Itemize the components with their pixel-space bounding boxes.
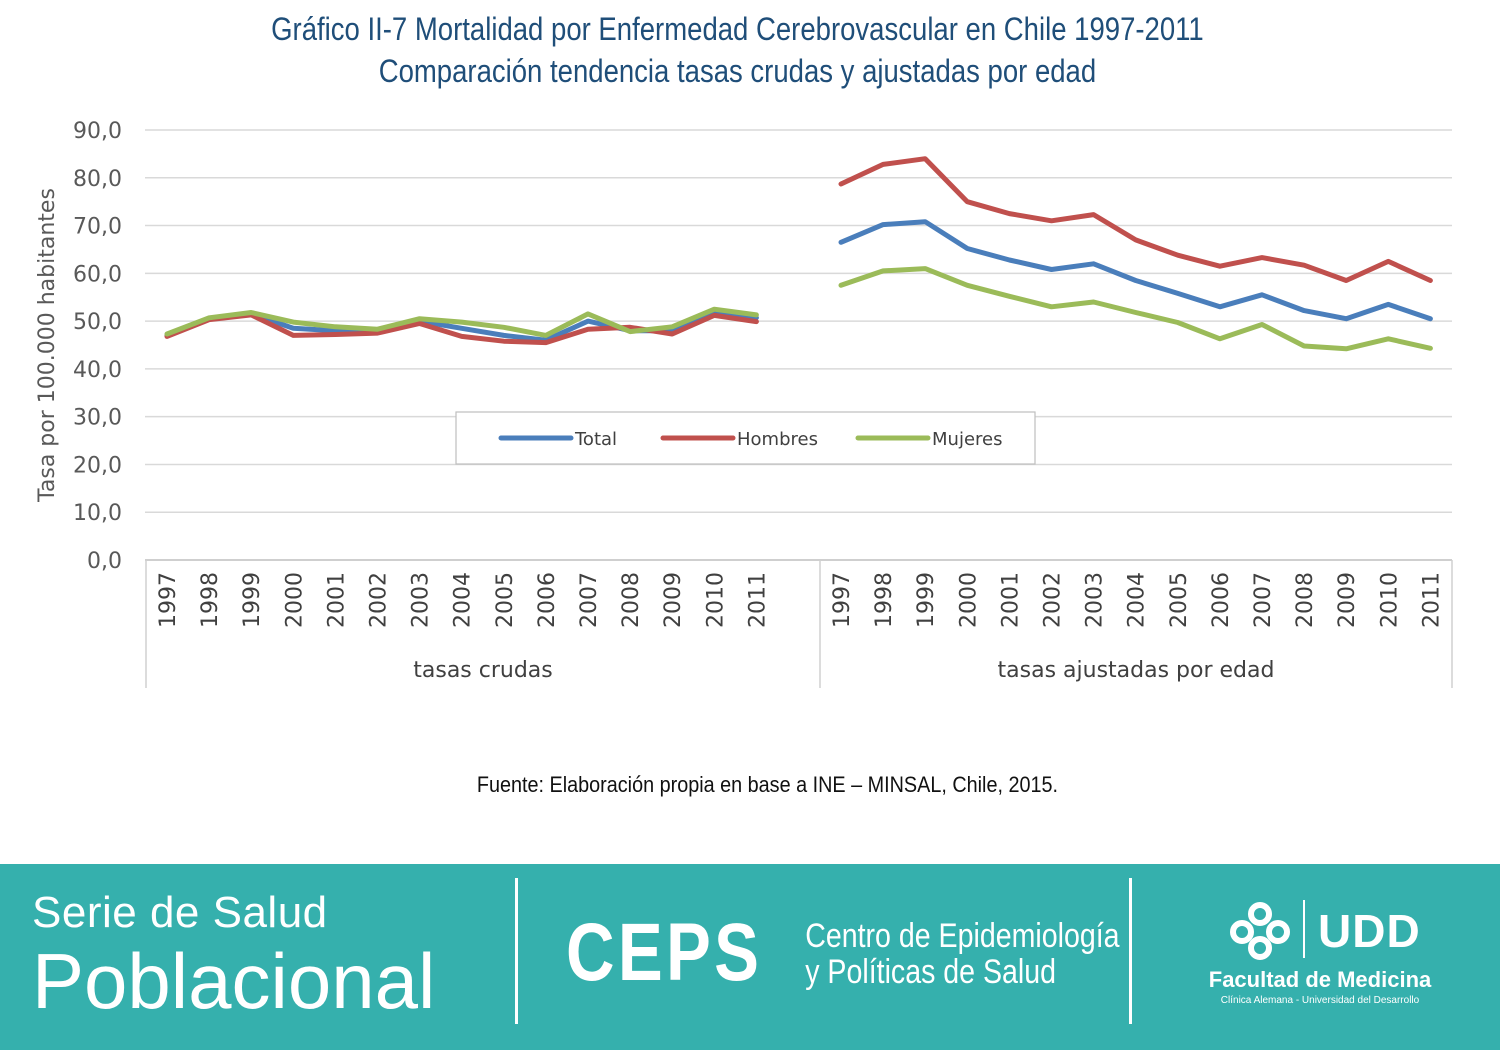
series-name-line1: Serie de Salud xyxy=(32,888,328,937)
series-line-hombres xyxy=(838,156,1433,283)
chart: 0,0 10,0 20,0 30,0 40,0 50,0 60,0 70,0 80,0 90,0 T… xyxy=(35,119,1453,688)
x-tick-label: 2008 xyxy=(1293,572,1318,628)
x-tick-label: 2000 xyxy=(956,572,981,628)
series-line-mujeres xyxy=(164,306,759,338)
y-tick-label: 40,0 xyxy=(73,358,122,383)
y-tick-label: 60,0 xyxy=(73,262,122,287)
ceps-name-line2: y Políticas de Salud xyxy=(805,953,1057,991)
legend-label: Total xyxy=(574,429,617,450)
series-name-line2: Poblacional xyxy=(32,937,436,1025)
x-tick-label: 2008 xyxy=(619,572,644,628)
chart-title-line1: Gráfico II-7 Mortalidad por Enfermedad C… xyxy=(271,11,1204,47)
x-tick-label: 2010 xyxy=(703,572,728,628)
x-tick-label: 2001 xyxy=(324,572,349,628)
chart-subtitle: Comparación tendencia tasas crudas y aju… xyxy=(378,53,1097,89)
y-tick-label: 0,0 xyxy=(87,549,122,574)
x-tick-label: 2003 xyxy=(1083,572,1108,628)
udd-logo-text: UDD xyxy=(1318,905,1421,957)
ceps-full-name: Centro de Epidemiología y Políticas de S… xyxy=(805,917,1120,991)
faculty-subtitle: Clínica Alemana - Universidad del Desarr… xyxy=(1220,995,1420,1006)
y-tick-label: 10,0 xyxy=(73,501,122,526)
clinic-cross-icon xyxy=(1230,902,1290,960)
y-tick-label: 20,0 xyxy=(73,453,122,478)
x-tick-label: 2001 xyxy=(998,572,1023,628)
x-tick-label: 2009 xyxy=(661,572,686,628)
x-tick-label: 2011 xyxy=(745,572,770,628)
y-tick-label: 90,0 xyxy=(73,119,122,144)
x-tick-label: 2002 xyxy=(1041,572,1066,628)
x-tick-label: 2005 xyxy=(1167,572,1192,628)
x-group-label: tasas crudas xyxy=(413,658,553,683)
faculty-name: Facultad de Medicina xyxy=(1208,967,1432,992)
chart-title: Gráfico II-7 Mortalidad por Enfermedad C… xyxy=(103,8,1372,92)
legend-label: Hombres xyxy=(737,429,818,450)
x-tick-label: 2005 xyxy=(493,572,518,628)
footer-banner: Serie de Salud Poblacional CEPS Centro d… xyxy=(0,864,1500,1050)
x-tick-label: 2011 xyxy=(1419,572,1444,628)
x-tick-label: 2006 xyxy=(1209,572,1234,628)
x-tick-label: 1999 xyxy=(914,572,939,628)
x-tick-label: 2006 xyxy=(535,572,560,628)
x-tick-label: 1997 xyxy=(156,572,181,628)
x-tick-label: 1998 xyxy=(872,572,897,628)
ceps-logo-text: CEPS xyxy=(566,907,763,998)
x-tick-label: 1998 xyxy=(198,572,223,628)
series-line-hombres xyxy=(164,312,759,346)
x-tick-label: 2009 xyxy=(1335,572,1360,628)
legend-label: Mujeres xyxy=(932,429,1002,450)
x-tick-label: 2010 xyxy=(1377,572,1402,628)
x-tick-label: 2003 xyxy=(409,572,434,628)
series-line-mujeres xyxy=(838,266,1433,352)
x-tick-label: 1999 xyxy=(240,572,265,628)
x-tick-label: 2002 xyxy=(367,572,392,628)
x-group-label: tasas ajustadas por edad xyxy=(998,658,1275,683)
source-note: Fuente: Elaboración propia en base a INE… xyxy=(476,772,1059,797)
logo-divider xyxy=(1303,900,1305,958)
x-tick-label: 2004 xyxy=(1125,572,1150,628)
x-tick-label: 1997 xyxy=(830,572,855,628)
x-tick-label: 2004 xyxy=(451,572,476,628)
y-tick-label: 80,0 xyxy=(73,167,122,192)
ceps-name-line1: Centro de Epidemiología xyxy=(805,917,1120,955)
y-tick-label: 70,0 xyxy=(73,215,122,240)
x-tick-label: 2000 xyxy=(282,572,307,628)
footer-divider xyxy=(1129,878,1132,1024)
y-tick-label: 50,0 xyxy=(73,310,122,335)
footer-divider xyxy=(515,878,518,1024)
series-line-total xyxy=(838,219,1433,322)
y-tick-label: 30,0 xyxy=(73,406,122,431)
y-axis-title: Tasa por 100.000 habitantes xyxy=(35,188,60,503)
x-tick-label: 2007 xyxy=(1251,572,1276,628)
x-tick-label: 2007 xyxy=(577,572,602,628)
